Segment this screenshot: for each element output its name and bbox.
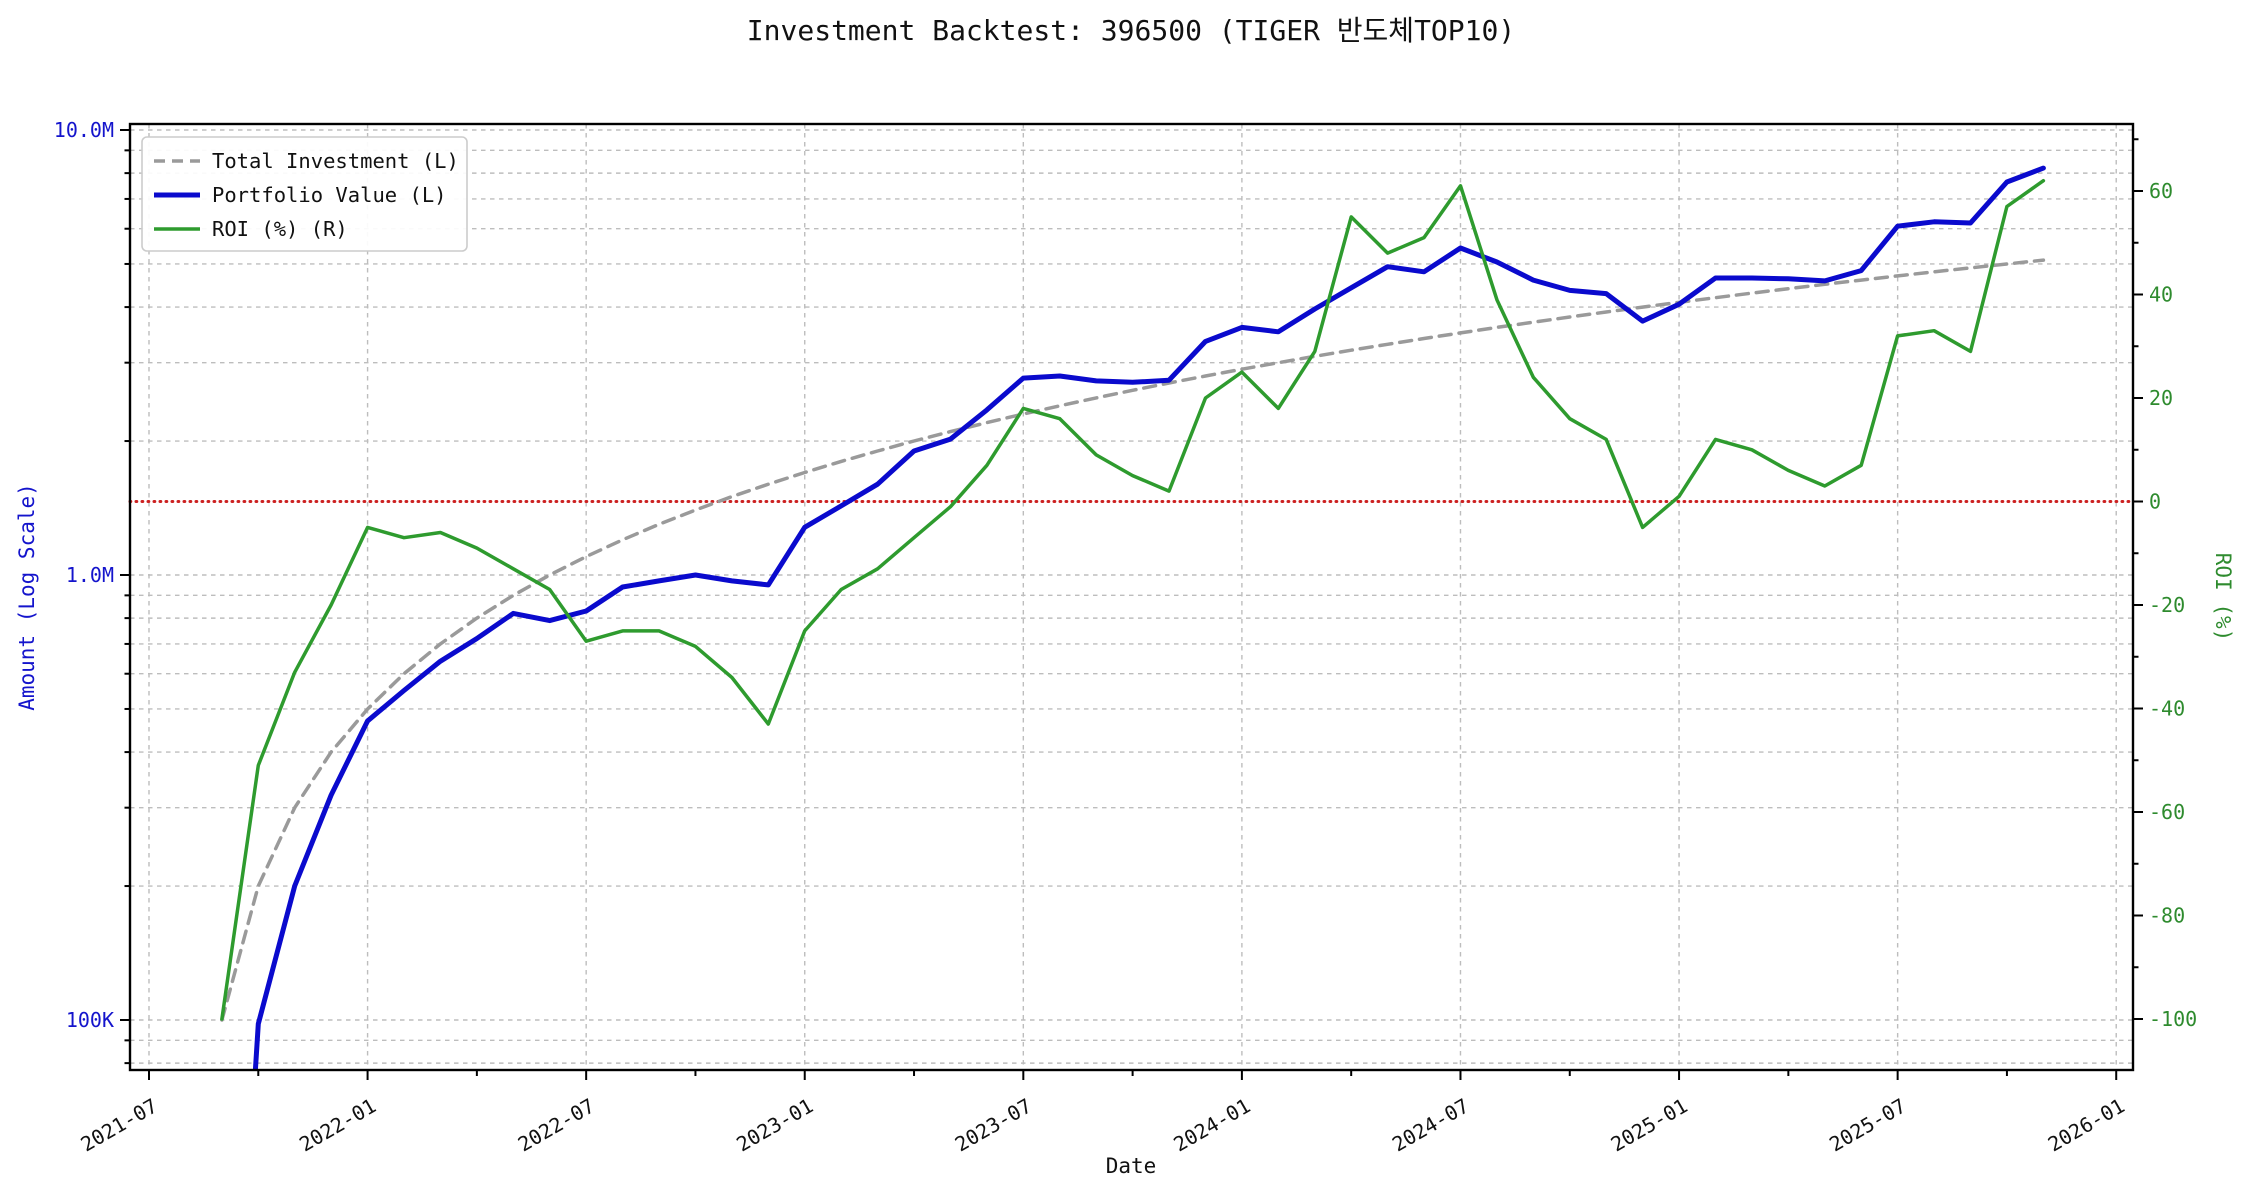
chart-title: Investment Backtest: 396500 (TIGER 반도체TO… bbox=[747, 14, 1515, 47]
right-tick-label: 40 bbox=[2149, 283, 2173, 307]
right-tick-label: 20 bbox=[2149, 386, 2173, 410]
left-tick-label: 100K bbox=[66, 1008, 114, 1032]
portfolio-value-line bbox=[252, 165, 2046, 1070]
x-tick-label: 2025-01 bbox=[1607, 1094, 1692, 1157]
axis-ticks bbox=[120, 129, 2143, 1080]
right-tick-label: -20 bbox=[2149, 593, 2185, 617]
x-tick-label: 2022-07 bbox=[514, 1094, 599, 1157]
legend-label: Total Investment (L) bbox=[212, 149, 459, 173]
legend: Total Investment (L) Portfolio Value (L) R… bbox=[141, 136, 468, 252]
x-tick-label: 2025-07 bbox=[1825, 1094, 1910, 1157]
left-tick-label: 10.0M bbox=[54, 118, 114, 142]
right-tick-label: 0 bbox=[2149, 490, 2161, 514]
right-tick-label: -40 bbox=[2149, 697, 2185, 721]
x-tick-label: 2026-01 bbox=[2044, 1094, 2129, 1157]
plot-border bbox=[128, 122, 2135, 1072]
axis-tick-labels: 2021-07 2022-01 2022-07 2023-01 2023-07 2024-… bbox=[54, 118, 2197, 1156]
data-series bbox=[220, 165, 2046, 1070]
x-tick-label: 2024-07 bbox=[1388, 1094, 1473, 1157]
left-axis-label: Amount (Log Scale) bbox=[15, 483, 39, 711]
x-axis-label: Date bbox=[1106, 1154, 1157, 1178]
right-tick-label: -100 bbox=[2149, 1007, 2197, 1031]
x-tick-label: 2024-01 bbox=[1169, 1094, 1254, 1157]
x-tick-label: 2023-01 bbox=[732, 1094, 817, 1157]
legend-label: Portfolio Value (L) bbox=[212, 183, 447, 207]
right-tick-label: -60 bbox=[2149, 800, 2185, 824]
right-axis-label: ROI (%) bbox=[2211, 553, 2235, 642]
legend-label: ROI (%) (R) bbox=[212, 217, 348, 241]
x-tick-label: 2023-07 bbox=[951, 1094, 1036, 1157]
x-tick-label: 2022-01 bbox=[295, 1094, 380, 1157]
left-tick-label: 1.0M bbox=[66, 563, 114, 587]
total-investment-line bbox=[220, 258, 2046, 1022]
right-tick-label: -80 bbox=[2149, 904, 2185, 928]
right-tick-label: 60 bbox=[2149, 179, 2173, 203]
legend-box bbox=[141, 136, 468, 252]
grid-lines bbox=[130, 124, 2133, 1070]
roi-line bbox=[220, 178, 2046, 1021]
x-tick-label: 2021-07 bbox=[76, 1094, 161, 1157]
